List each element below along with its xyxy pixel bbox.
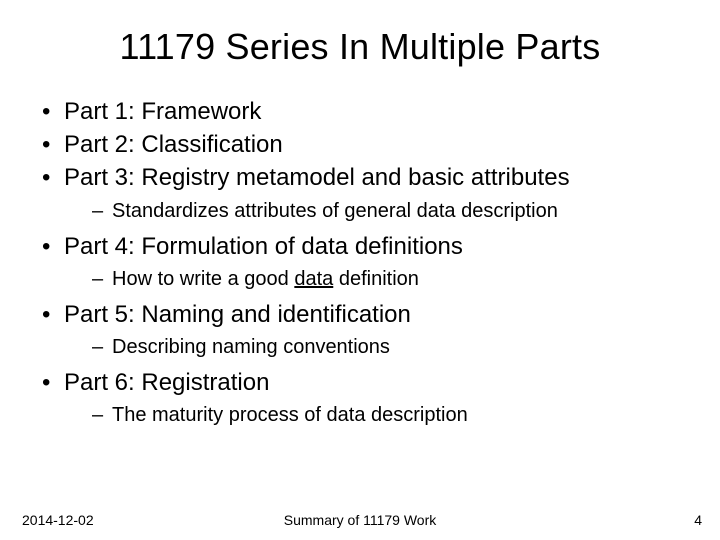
slide-footer: 2014-12-02 Summary of 11179 Work 4 [0, 512, 720, 528]
sub-list-item: How to write a good data definition [92, 266, 684, 293]
list-item: Part 6: Registration The maturity proces… [42, 367, 684, 429]
slide-title: 11179 Series In Multiple Parts [36, 26, 684, 68]
list-item: Part 2: Classification [42, 129, 684, 160]
underlined-text: data [294, 268, 333, 290]
footer-title: Summary of 11179 Work [284, 512, 437, 528]
sub-list: Describing naming conventions [64, 334, 684, 361]
footer-date: 2014-12-02 [22, 512, 94, 528]
list-item: Part 5: Naming and identification Descri… [42, 299, 684, 361]
list-item-label: Part 4: Formulation of data definitions [64, 233, 463, 260]
footer-page-number: 4 [694, 512, 702, 528]
sub-list: How to write a good data definition [64, 266, 684, 293]
sub-list: The maturity process of data description [64, 402, 684, 429]
text: How to write a good [112, 268, 294, 290]
slide: 11179 Series In Multiple Parts Part 1: F… [0, 0, 720, 540]
text: definition [333, 268, 419, 290]
sub-list: Standardizes attributes of general data … [64, 198, 684, 225]
list-item-label: Part 6: Registration [64, 369, 269, 396]
sub-list-item: Standardizes attributes of general data … [92, 198, 684, 225]
list-item: Part 4: Formulation of data definitions … [42, 231, 684, 293]
list-item: Part 1: Framework [42, 96, 684, 127]
bullet-list: Part 1: Framework Part 2: Classification… [36, 96, 684, 429]
sub-list-item: Describing naming conventions [92, 334, 684, 361]
list-item-label: Part 3: Registry metamodel and basic att… [64, 164, 570, 191]
list-item-label: Part 5: Naming and identification [64, 301, 411, 328]
list-item: Part 3: Registry metamodel and basic att… [42, 162, 684, 224]
sub-list-item: The maturity process of data description [92, 402, 684, 429]
